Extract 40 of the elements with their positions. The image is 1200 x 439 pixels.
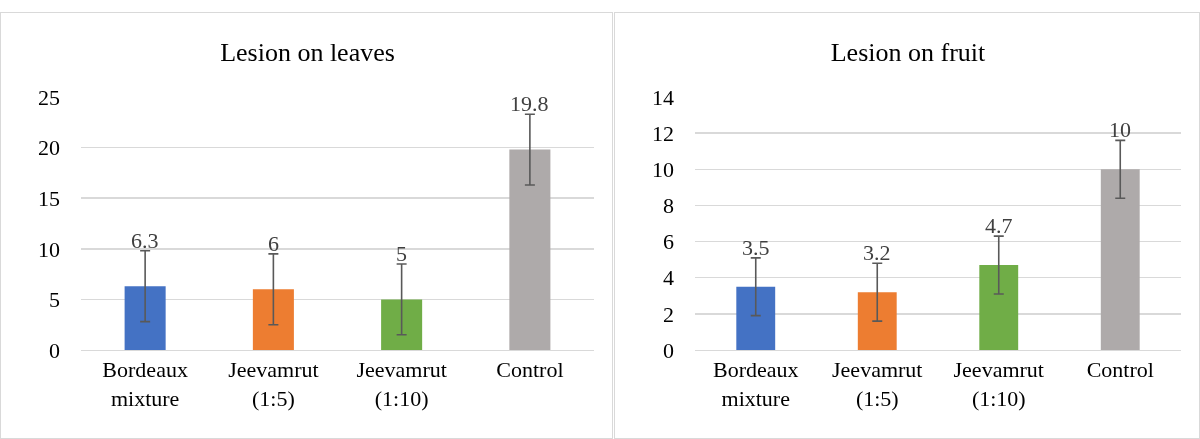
data-label: 3.5	[742, 235, 770, 260]
y-tick-label: 25	[38, 84, 60, 110]
y-tick-label: 8	[663, 193, 674, 219]
y-tick-label: 20	[38, 135, 60, 161]
y-tick-label: 10	[652, 156, 674, 182]
y-tick-label: 15	[38, 185, 60, 211]
x-tick-label: Bordeaux mixture	[102, 357, 188, 411]
bar	[252, 289, 294, 350]
x-tick-label: Jeevamrut (1:5)	[832, 357, 923, 411]
bar	[979, 265, 1019, 350]
bar	[381, 299, 423, 350]
x-tick-label: Jeevamrut (1:5)	[228, 357, 319, 411]
bar	[1100, 169, 1140, 350]
data-label: 19.8	[510, 91, 549, 116]
bar	[857, 292, 897, 350]
y-tick-label: 10	[38, 236, 60, 262]
data-label: 5	[396, 241, 407, 266]
y-tick-label: 0	[49, 337, 60, 363]
x-tick-label: Control	[1086, 357, 1154, 383]
bar	[124, 286, 166, 350]
bar	[736, 286, 776, 350]
y-tick-label: 14	[652, 84, 674, 110]
x-tick-label: Jeevamrut (1:10)	[356, 357, 447, 411]
x-tick-label: Bordeaux mixture	[712, 357, 799, 411]
data-label: 3.2	[863, 240, 891, 265]
data-label: 10	[1109, 117, 1131, 142]
data-label: 4.7	[985, 213, 1013, 238]
y-tick-label: 5	[49, 287, 60, 313]
chart-title: Lesion on leaves	[220, 38, 395, 68]
chart-title: Lesion on fruit	[830, 38, 987, 68]
y-tick-label: 12	[652, 120, 674, 146]
y-tick-label: 0	[663, 337, 674, 363]
y-tick-label: 2	[663, 301, 674, 327]
x-tick-label: Control	[496, 357, 564, 383]
data-label: 6	[268, 231, 279, 256]
bar	[509, 149, 551, 350]
x-tick-label: Jeevamrut (1:10)	[953, 357, 1044, 411]
y-tick-label: 4	[663, 265, 674, 291]
y-tick-label: 6	[663, 229, 674, 255]
data-label: 6.3	[131, 228, 159, 253]
